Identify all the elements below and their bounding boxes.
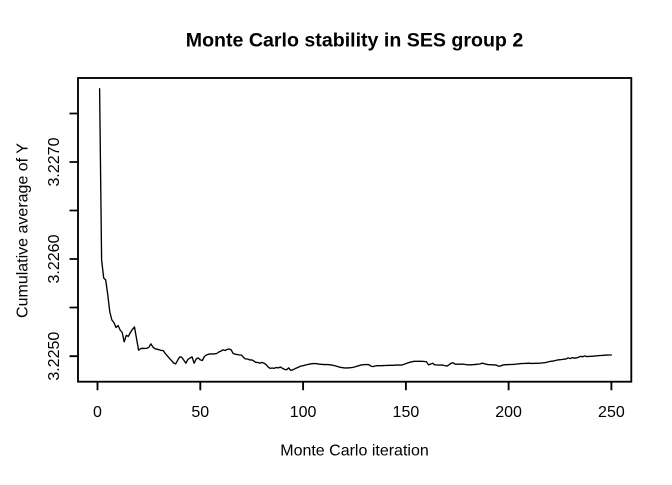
svg-text:Cumulative average of Y: Cumulative average of Y <box>15 143 32 318</box>
svg-text:150: 150 <box>393 404 420 421</box>
svg-text:3.2260: 3.2260 <box>46 234 63 283</box>
svg-text:50: 50 <box>191 404 209 421</box>
svg-text:3.2270: 3.2270 <box>46 137 63 186</box>
svg-text:Monte Carlo iteration: Monte Carlo iteration <box>280 442 429 459</box>
svg-text:0: 0 <box>93 404 102 421</box>
svg-text:200: 200 <box>495 404 522 421</box>
svg-text:100: 100 <box>290 404 317 421</box>
svg-text:Monte Carlo stability in SES g: Monte Carlo stability in SES group 2 <box>186 29 524 51</box>
svg-text:3.2250: 3.2250 <box>46 332 63 381</box>
svg-text:250: 250 <box>598 404 625 421</box>
